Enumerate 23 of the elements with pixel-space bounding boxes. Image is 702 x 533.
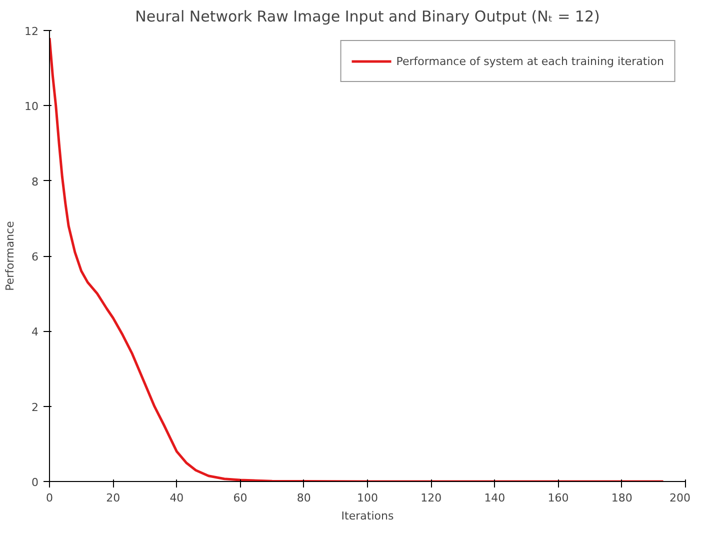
x-tick-label: 180 <box>611 492 632 504</box>
x-tick-label: 140 <box>484 492 506 504</box>
y-tick-label: 4 <box>32 326 38 339</box>
x-tick-label: 120 <box>420 492 442 504</box>
legend-label: Performance of system at each training iteration <box>396 54 664 68</box>
y-tick-label: 12 <box>24 25 39 38</box>
x-tick-label: 20 <box>106 492 120 504</box>
x-tick-label: 40 <box>170 492 184 504</box>
x-tick-label: 0 <box>46 492 53 504</box>
x-tick-label: 80 <box>296 492 311 504</box>
x-tick-label: 100 <box>357 492 378 504</box>
y-tick-label: 10 <box>24 100 39 114</box>
chart-title: Neural Network Raw Image Input and Binary Output (Nₜ = 12) <box>135 8 600 26</box>
y-axis-title: Performance <box>4 220 17 291</box>
x-axis-title: Iterations <box>341 510 394 522</box>
x-tick-label: 60 <box>233 492 248 504</box>
x-tick-label: 200 <box>670 492 691 504</box>
x-tick-label: 160 <box>548 492 569 504</box>
line-series <box>50 36 664 482</box>
y-tick-label: 0 <box>32 476 38 489</box>
y-tick-label: 8 <box>32 175 38 188</box>
y-tick-label: 2 <box>32 400 38 414</box>
y-tick-label: 6 <box>32 250 38 264</box>
